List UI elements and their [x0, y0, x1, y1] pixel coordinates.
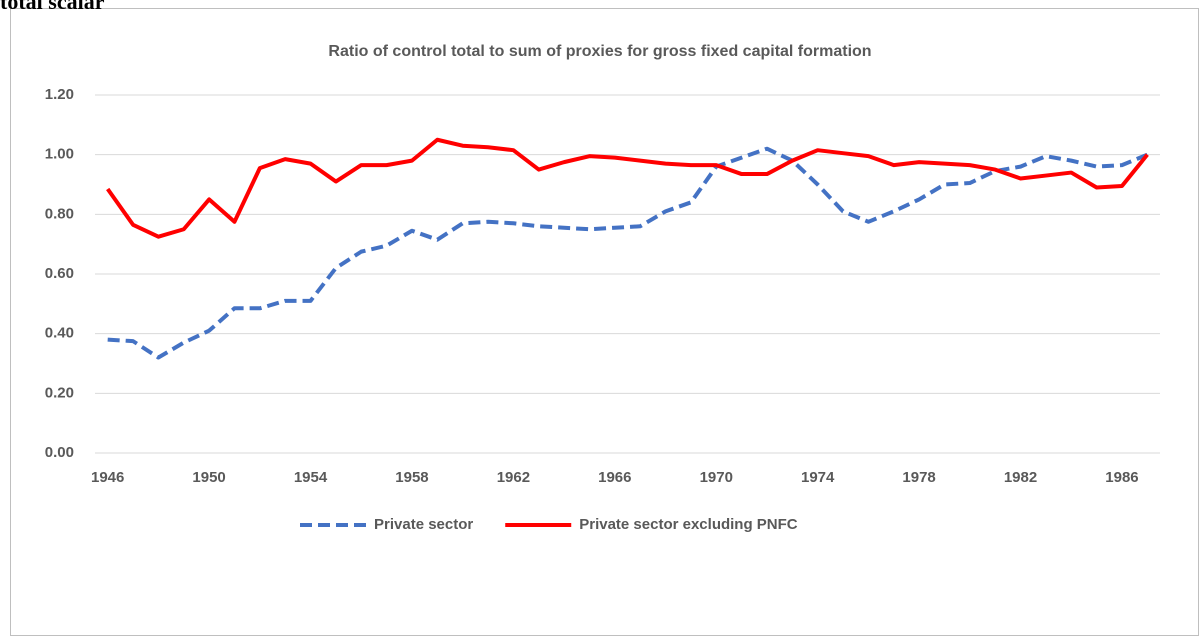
- legend-label: Private sector: [374, 516, 473, 533]
- x-tick-label: 1986: [1105, 469, 1138, 486]
- series-line: [107, 146, 1149, 360]
- y-tick-label: 0.00: [45, 444, 74, 461]
- y-tick-label: 0.80: [45, 205, 74, 222]
- legend-label: Private sector excluding PNFC: [579, 516, 798, 533]
- chart-title: Ratio of control total to sum of proxies…: [328, 43, 871, 60]
- y-tick-label: 1.20: [45, 86, 74, 103]
- x-tick-label: 1982: [1004, 469, 1037, 486]
- x-tick-label: 1962: [497, 469, 530, 486]
- chart-frame: [10, 8, 1199, 636]
- x-tick-label: 1974: [801, 469, 835, 486]
- x-tick-label: 1946: [91, 469, 124, 486]
- y-tick-label: 0.20: [45, 384, 74, 401]
- x-tick-label: 1978: [902, 469, 935, 486]
- x-tick-label: 1966: [598, 469, 631, 486]
- y-tick-label: 0.40: [45, 325, 74, 342]
- y-tick-label: 1.00: [45, 146, 74, 163]
- x-tick-label: 1970: [700, 469, 733, 486]
- series-line: [106, 137, 1149, 239]
- x-tick-label: 1950: [192, 469, 225, 486]
- page-heading: total scalar: [0, 0, 105, 14]
- y-tick-label: 0.60: [45, 265, 74, 282]
- x-tick-label: 1958: [395, 469, 428, 486]
- x-tick-label: 1954: [294, 469, 328, 486]
